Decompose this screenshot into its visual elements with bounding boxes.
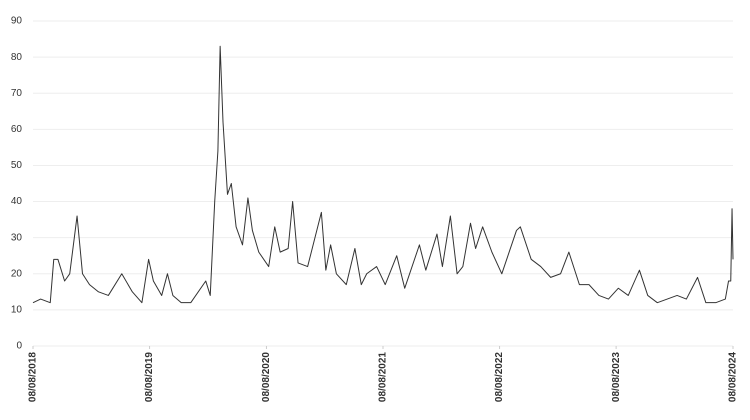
x-tick-label: 08/08/2018 <box>28 352 39 402</box>
y-tick-label: 30 <box>11 232 23 243</box>
x-tick-label: 08/08/2021 <box>378 352 389 402</box>
x-tick-label: 08/08/2022 <box>494 352 505 402</box>
y-tick-label: 70 <box>11 88 23 99</box>
x-tick-label: 08/08/2024 <box>728 352 739 402</box>
series-line <box>32 45 734 304</box>
y-tick-label: 80 <box>11 52 23 63</box>
x-tick-label: 08/08/2019 <box>144 352 155 402</box>
y-tick-label: 50 <box>11 160 23 171</box>
y-tick-label: 0 <box>16 341 22 352</box>
y-tick-label: 40 <box>11 196 23 207</box>
y-tick-label: 90 <box>11 16 23 27</box>
y-tick-label: 20 <box>11 268 23 279</box>
x-tick-label: 08/08/2023 <box>611 352 622 402</box>
y-tick-label: 10 <box>11 305 23 316</box>
x-tick-label: 08/08/2020 <box>261 352 272 402</box>
y-tick-label: 60 <box>11 124 23 135</box>
